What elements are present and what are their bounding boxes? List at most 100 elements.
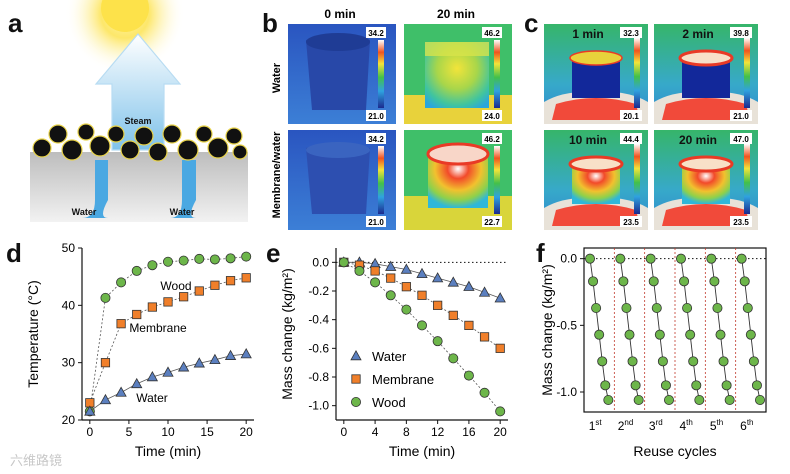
- e-point-membrane: [479, 332, 490, 342]
- b-membrane-20-min: 22.7: [484, 218, 500, 227]
- water-label-left: Water: [72, 207, 97, 217]
- e-legend-marker-water: [350, 349, 362, 361]
- e-ytick: -0.8: [308, 370, 329, 384]
- d-point-membrane: [210, 280, 220, 290]
- f-cycle-label-1: 1st: [589, 418, 603, 433]
- d-series-label-water: Water: [136, 391, 168, 405]
- substrate: [30, 152, 248, 222]
- c-image-2-min: 21.0: [733, 112, 749, 121]
- c-image-2: 39.8 21.0 2 min: [654, 24, 758, 124]
- e-point-membrane: [464, 320, 474, 331]
- wood-particles: [32, 123, 248, 162]
- d-point-water: [193, 357, 205, 368]
- c-image-3-min: 23.5: [623, 218, 639, 227]
- e-point-water: [447, 276, 459, 287]
- d-point-membrane: [225, 276, 236, 286]
- c-image-1-min: 20.1: [623, 112, 639, 121]
- e-ytick: -0.2: [308, 284, 329, 298]
- d-point-membrane: [194, 286, 204, 296]
- f-point-cycle-2: [624, 329, 635, 340]
- f-point-cycle-1: [594, 329, 605, 340]
- f-point-cycle-6: [751, 380, 762, 391]
- d-point-wood: [241, 251, 252, 262]
- f-point-cycle-3: [657, 356, 668, 367]
- d-point-wood: [100, 292, 111, 303]
- e-point-water: [400, 263, 413, 274]
- e-point-wood: [385, 290, 396, 301]
- e-xtick: 0: [340, 425, 347, 439]
- b-water-0-min-bg: [366, 110, 386, 121]
- e-xtick: 20: [494, 425, 508, 439]
- f-point-cycle-2: [633, 394, 644, 405]
- f-ytick: -0.5: [556, 318, 577, 332]
- e-point-wood: [370, 277, 381, 288]
- f-point-cycle-3: [664, 394, 675, 405]
- b-time-0: 0 min: [324, 7, 355, 21]
- b-time-20: 20 min: [437, 7, 475, 21]
- f-point-cycle-6: [755, 394, 766, 405]
- panel-c-label: c: [524, 8, 538, 38]
- d-point-water: [131, 377, 143, 389]
- c-image-1: 32.3 20.1 1 min: [544, 24, 648, 124]
- e-point-water: [478, 286, 491, 297]
- b-scale-labels: 34.2 21.0 46.2 24.0 34.2 21.0 46.2 22.7: [366, 27, 502, 227]
- e-point-membrane: [448, 310, 458, 320]
- e-point-wood: [416, 320, 427, 331]
- d-line-water: [89, 353, 247, 412]
- e-ytick: -0.6: [308, 341, 329, 355]
- d-line-membrane: [89, 277, 247, 403]
- c-image-1-max: 32.3: [623, 29, 639, 38]
- b-water-20-max: 46.2: [484, 29, 500, 38]
- d-point-water: [146, 370, 159, 382]
- e-ylabel: Mass change (kg/m²): [279, 268, 295, 399]
- f-point-cycle-5: [718, 356, 729, 367]
- d-point-membrane: [116, 319, 126, 329]
- d-point-wood: [162, 256, 173, 267]
- b-thermal-membrane-0: [288, 130, 396, 230]
- d-point-membrane: [147, 302, 157, 312]
- c-image-3-max: 44.4: [623, 135, 639, 144]
- e-xlabel: Time (min): [389, 443, 455, 459]
- e-ytick: -0.4: [308, 313, 329, 327]
- water-channel-right: [170, 160, 196, 218]
- f-point-cycle-6: [739, 276, 750, 287]
- d-ytick: 50: [62, 241, 76, 255]
- f-point-cycle-5: [721, 380, 732, 391]
- f-point-cycle-5: [712, 302, 723, 313]
- c-thermal-images: 32.3 20.1 1 min 39.8 21.0 2 min 44.4 23.5 10 min…: [544, 24, 758, 230]
- d-xtick: 5: [126, 425, 133, 439]
- f-point-cycle-3: [654, 329, 665, 340]
- d-ytick: 40: [62, 298, 76, 312]
- e-point-wood: [354, 265, 365, 276]
- f-point-cycle-4: [676, 253, 687, 264]
- f-point-cycle-6: [742, 302, 753, 313]
- f-point-cycle-4: [682, 302, 693, 313]
- d-point-water: [240, 348, 252, 359]
- f-point-cycle-6: [745, 329, 756, 340]
- steam-label: Steam: [124, 116, 151, 126]
- d-point-wood: [194, 253, 205, 264]
- d-xtick: 0: [86, 425, 93, 439]
- f-cycle-label-2: 2nd: [618, 418, 634, 433]
- c-image-2-time: 2 min: [682, 27, 713, 41]
- f-point-cycle-1: [588, 276, 599, 287]
- f-point-cycle-1: [591, 302, 602, 313]
- c-image-4: 47.0 23.5 20 min: [654, 130, 758, 230]
- watermark: 六维路镜: [10, 453, 62, 468]
- f-cycle-label-3: 3rd: [649, 418, 663, 433]
- c-image-3-time: 10 min: [569, 133, 607, 147]
- e-point-membrane: [495, 343, 505, 353]
- e-legend-water: Water: [372, 349, 407, 364]
- panel-f-label: f: [536, 238, 545, 268]
- e-point-water: [463, 280, 475, 291]
- b-membrane-0-max-bg: [366, 133, 386, 144]
- b-thermal-membrane-20: [404, 130, 512, 230]
- f-point-cycle-4: [688, 356, 699, 367]
- f-point-cycle-4: [679, 276, 690, 287]
- f-ylabel: Mass change (kg/m²): [539, 264, 555, 395]
- water-channel-left: [82, 160, 108, 218]
- e-point-wood: [338, 257, 349, 268]
- b-row-membrane: Membrane/water: [271, 131, 283, 219]
- e-point-water: [431, 272, 444, 283]
